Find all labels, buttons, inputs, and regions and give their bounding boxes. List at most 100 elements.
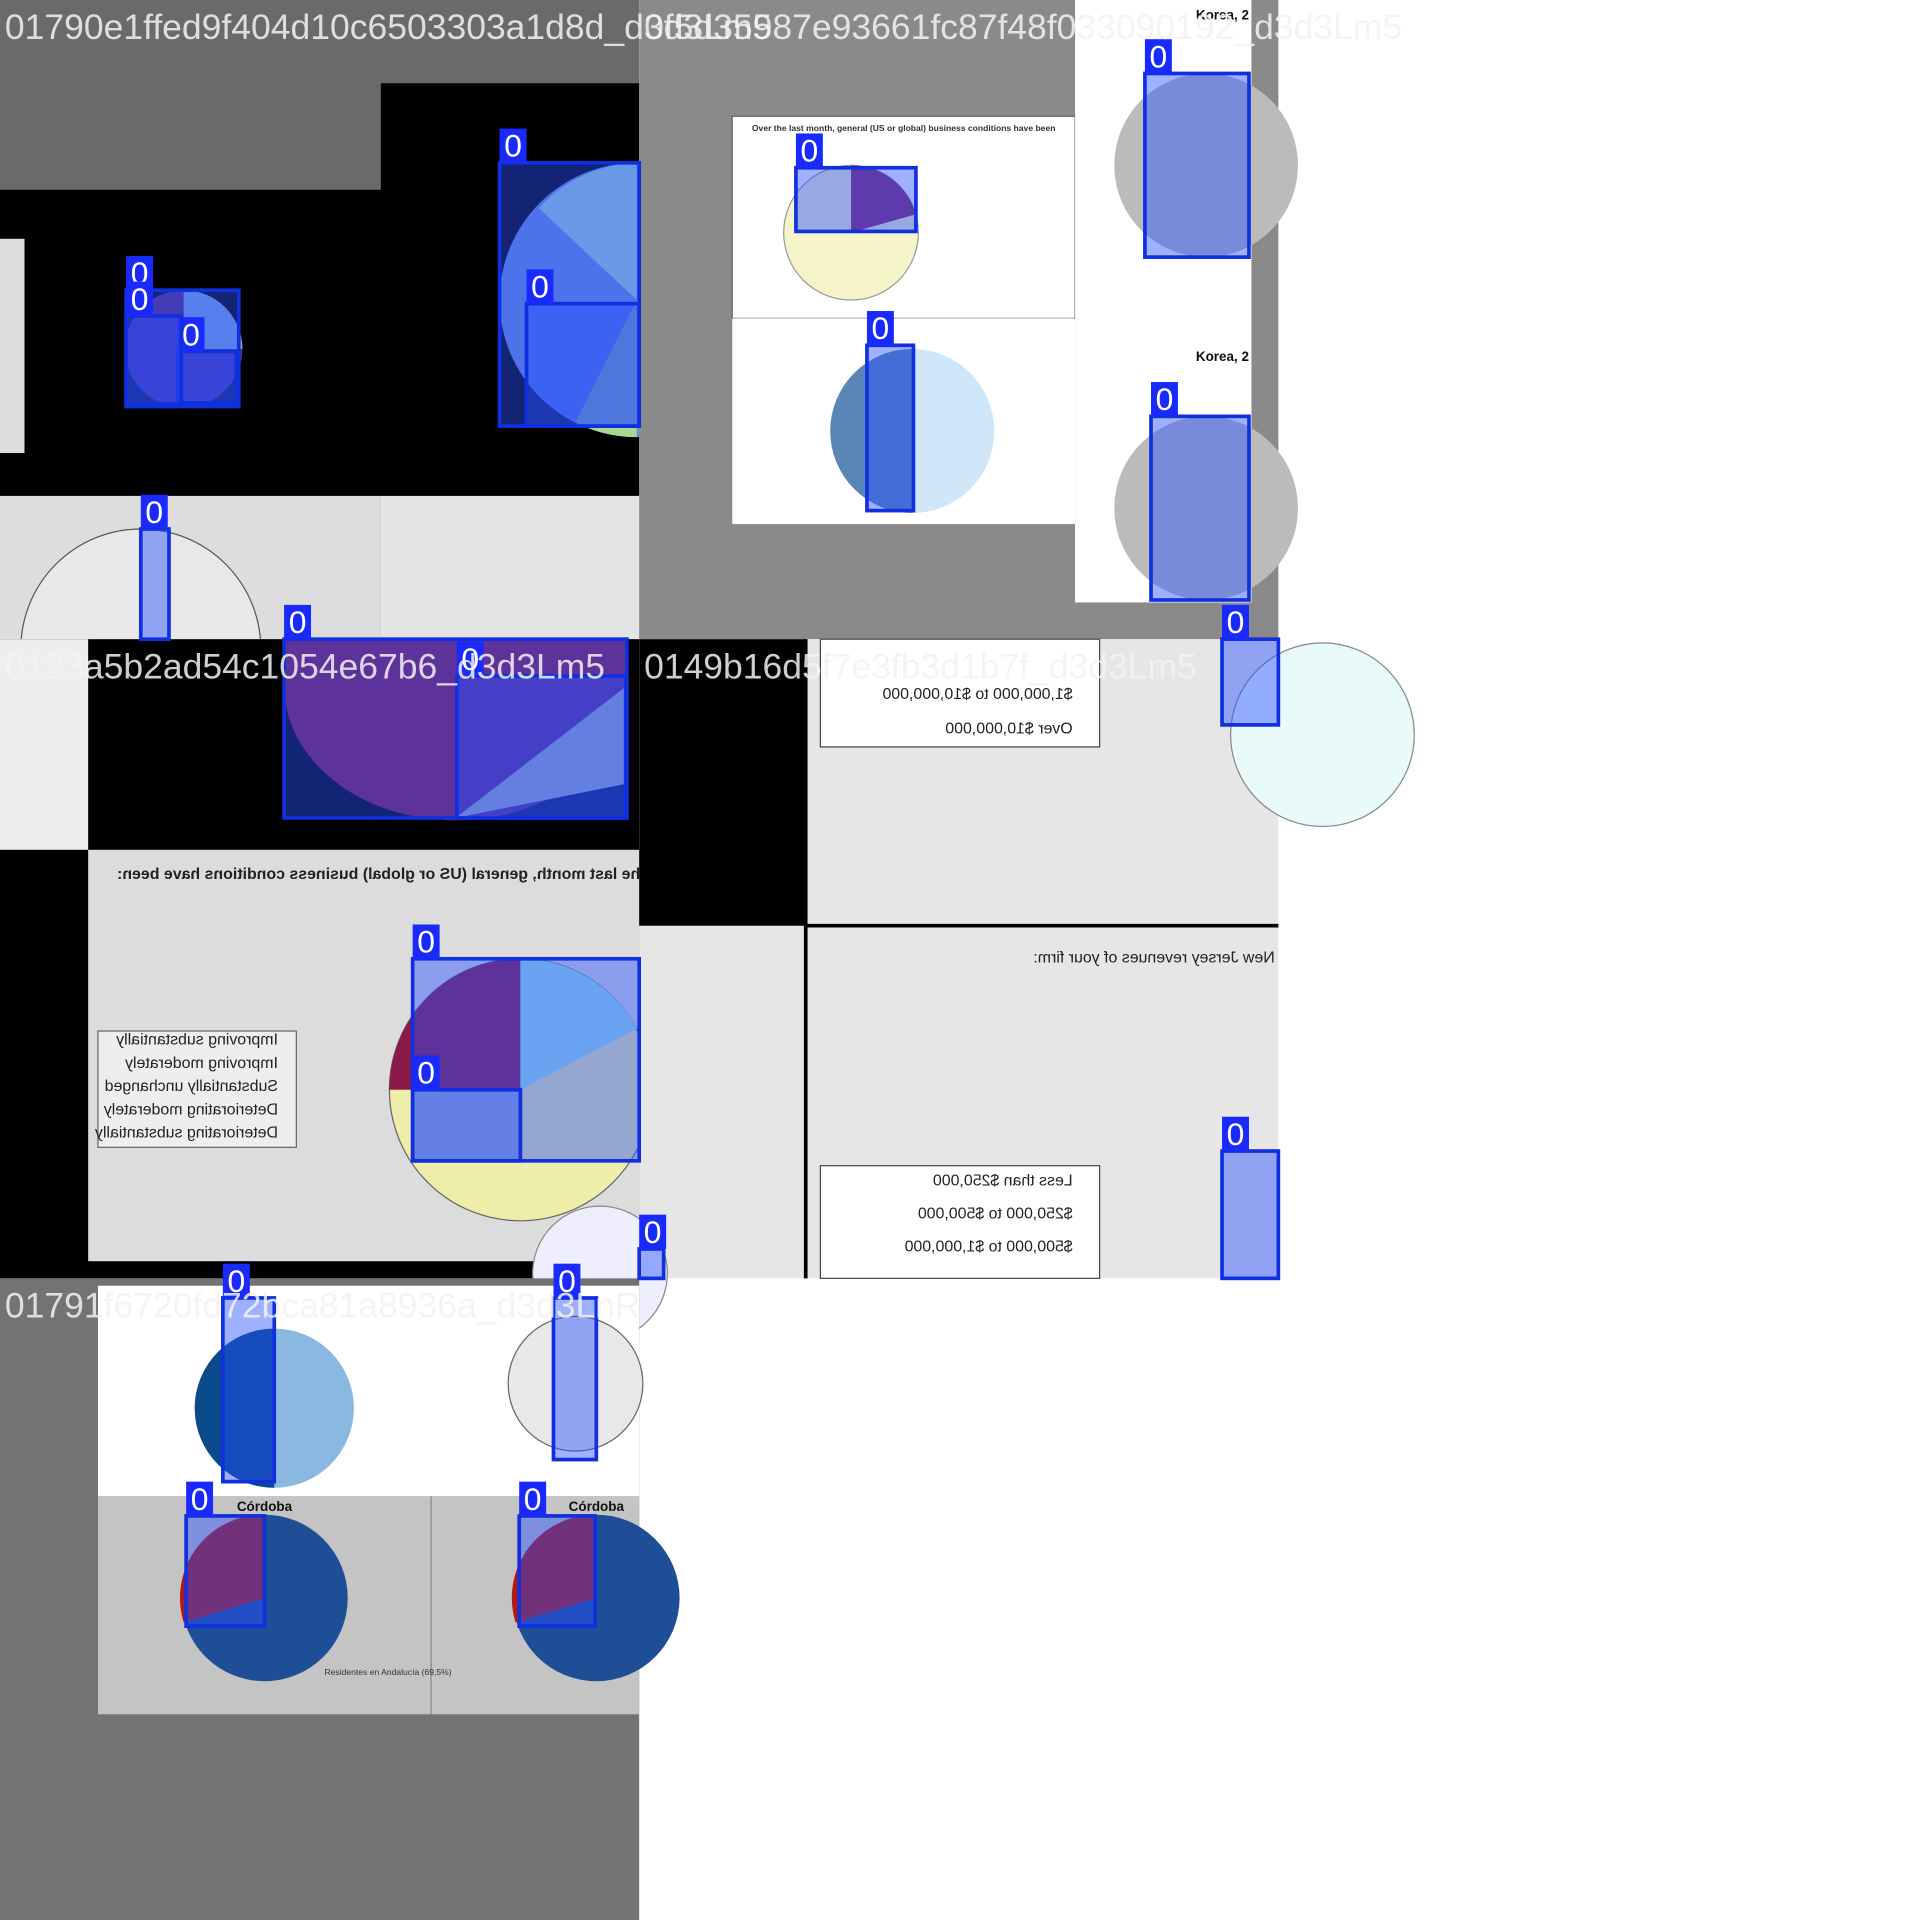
bounding-box [637, 1247, 666, 1281]
bounding-box [124, 314, 184, 406]
box-label: 0 [524, 1481, 542, 1517]
bounding-box [410, 1087, 523, 1163]
pie-slice [575, 300, 637, 438]
box-label-bg [795, 133, 823, 168]
chart-title: Córdoba [237, 1499, 293, 1514]
tile-filename: 0149b16d5f7e3fb3d1b7f_d3d3Lm5 [644, 646, 1197, 686]
legend-label: Deteriorating substantially [95, 1125, 278, 1142]
bounding-box [865, 343, 916, 513]
legend-label: $1,000,000 to $10,000,000 [882, 686, 1072, 703]
box-label: 0 [504, 128, 522, 164]
legend [97, 1030, 297, 1148]
box-label: 0 [182, 316, 200, 352]
box-label-bg [1151, 382, 1178, 417]
chart-title: Korea, 2 [1196, 8, 1249, 23]
box-label: 0 [872, 310, 890, 346]
legend-label: Less than $250,000 [933, 1172, 1073, 1189]
box-label-bg [284, 604, 312, 640]
bounding-box [138, 527, 171, 642]
box-label: 0 [145, 494, 163, 530]
pie-slice [179, 1514, 265, 1623]
black-region [639, 639, 806, 926]
annotation: Residentes en Andalucía (69,5%) [324, 1667, 451, 1677]
tile-filename: 01791f6720fd72bca81a8936a_d3d3LnR [5, 1286, 641, 1326]
bounding-box [1220, 1149, 1281, 1281]
box-label: 0 [289, 604, 307, 640]
box-label-bg [866, 311, 894, 346]
box-label-bg [412, 924, 440, 959]
box-label: 0 [801, 133, 819, 169]
chart-title: Córdoba [569, 1499, 625, 1514]
pie-slice [511, 1514, 597, 1623]
box-label-bg [1144, 39, 1172, 74]
legend-label: $250,000 to $500,000 [918, 1205, 1073, 1222]
box-label-bg [553, 1263, 581, 1298]
box-label-bg [499, 128, 527, 163]
box-label-bg [126, 281, 154, 316]
tile-filename: 0123a5b2ad54c1054e67b6_d3d3Lm5 [5, 646, 605, 686]
box-label-bg [456, 641, 484, 676]
pie-slice [520, 958, 637, 1090]
chart-title: Korea, 2 [1196, 349, 1249, 364]
box-label: 0 [417, 924, 435, 960]
box-label: 0 [644, 1214, 662, 1250]
bounding-box [175, 349, 239, 405]
pie [1114, 73, 1298, 258]
box-label: 0 [1156, 381, 1174, 417]
panel [380, 495, 640, 640]
bounding-box [454, 674, 628, 820]
chart-title: Over the last month, general (US or glob… [117, 866, 686, 883]
box-label-bg [639, 1214, 667, 1249]
pie [507, 1315, 644, 1452]
chart-title: Over the last month, general (US or glob… [752, 123, 1056, 133]
pie-slice [851, 165, 916, 233]
mirrored-text: New Jersey revenues of your firm: Less t… [882, 686, 1274, 1255]
bounding-box [497, 161, 642, 428]
box-label: 0 [461, 641, 479, 677]
box-label-bg [412, 1055, 440, 1090]
legend-label: Substantially unchanged [105, 1078, 278, 1095]
pie-slice [538, 162, 637, 300]
box-label-bg [222, 1263, 250, 1298]
box-label: 0 [191, 1481, 209, 1517]
box-label-bg [140, 494, 168, 529]
box-label: 0 [558, 1263, 576, 1299]
box-label: 0 [131, 281, 149, 317]
legend-label: Improving substantially [116, 1031, 278, 1048]
bounding-box [1149, 414, 1251, 602]
legend [819, 1165, 1101, 1279]
box-label: 0 [1150, 38, 1168, 74]
chart-title: New Jersey revenues of your firm: [1033, 949, 1274, 966]
legend-items: Improving substantially Improving modera… [95, 1031, 278, 1141]
box-label-bg [1222, 604, 1249, 640]
box-label-bg [519, 1481, 547, 1516]
bounding-box [221, 1296, 277, 1484]
legend-strip [0, 238, 25, 454]
bounding-box [1143, 71, 1251, 259]
legend-label: Over $10,000,000 [945, 720, 1072, 737]
pie-slice [455, 685, 627, 818]
legend-label: $500,000 to $1,000,000 [904, 1238, 1072, 1255]
pie-slice [830, 348, 913, 514]
pie [1114, 416, 1298, 600]
box-label-bg [1222, 1116, 1249, 1152]
box-label: 0 [417, 1055, 435, 1091]
legend-label: Deteriorating moderately [104, 1101, 278, 1118]
box-label: 0 [227, 1263, 245, 1299]
box-label-bg [526, 269, 554, 304]
box-label: 0 [1227, 604, 1245, 640]
bounding-box [794, 165, 918, 234]
bounding-box [184, 1514, 267, 1628]
tile-4: New Jersey revenues of your firm: Less t… [532, 638, 1415, 1342]
panel [0, 639, 89, 850]
box-label-bg [186, 1481, 214, 1516]
tile-2: Over the last month, general (US or glob… [639, 0, 1298, 640]
bounding-box [524, 301, 642, 428]
legend-label: Improving moderately [125, 1055, 278, 1072]
tile-filename: 01790e1ffed9f404d10c6503303a1d8d_d3d3Lm5 [5, 7, 772, 47]
tile-1 [0, 0, 774, 770]
box-label: 0 [531, 269, 549, 305]
box-label: 0 [1227, 1116, 1245, 1152]
